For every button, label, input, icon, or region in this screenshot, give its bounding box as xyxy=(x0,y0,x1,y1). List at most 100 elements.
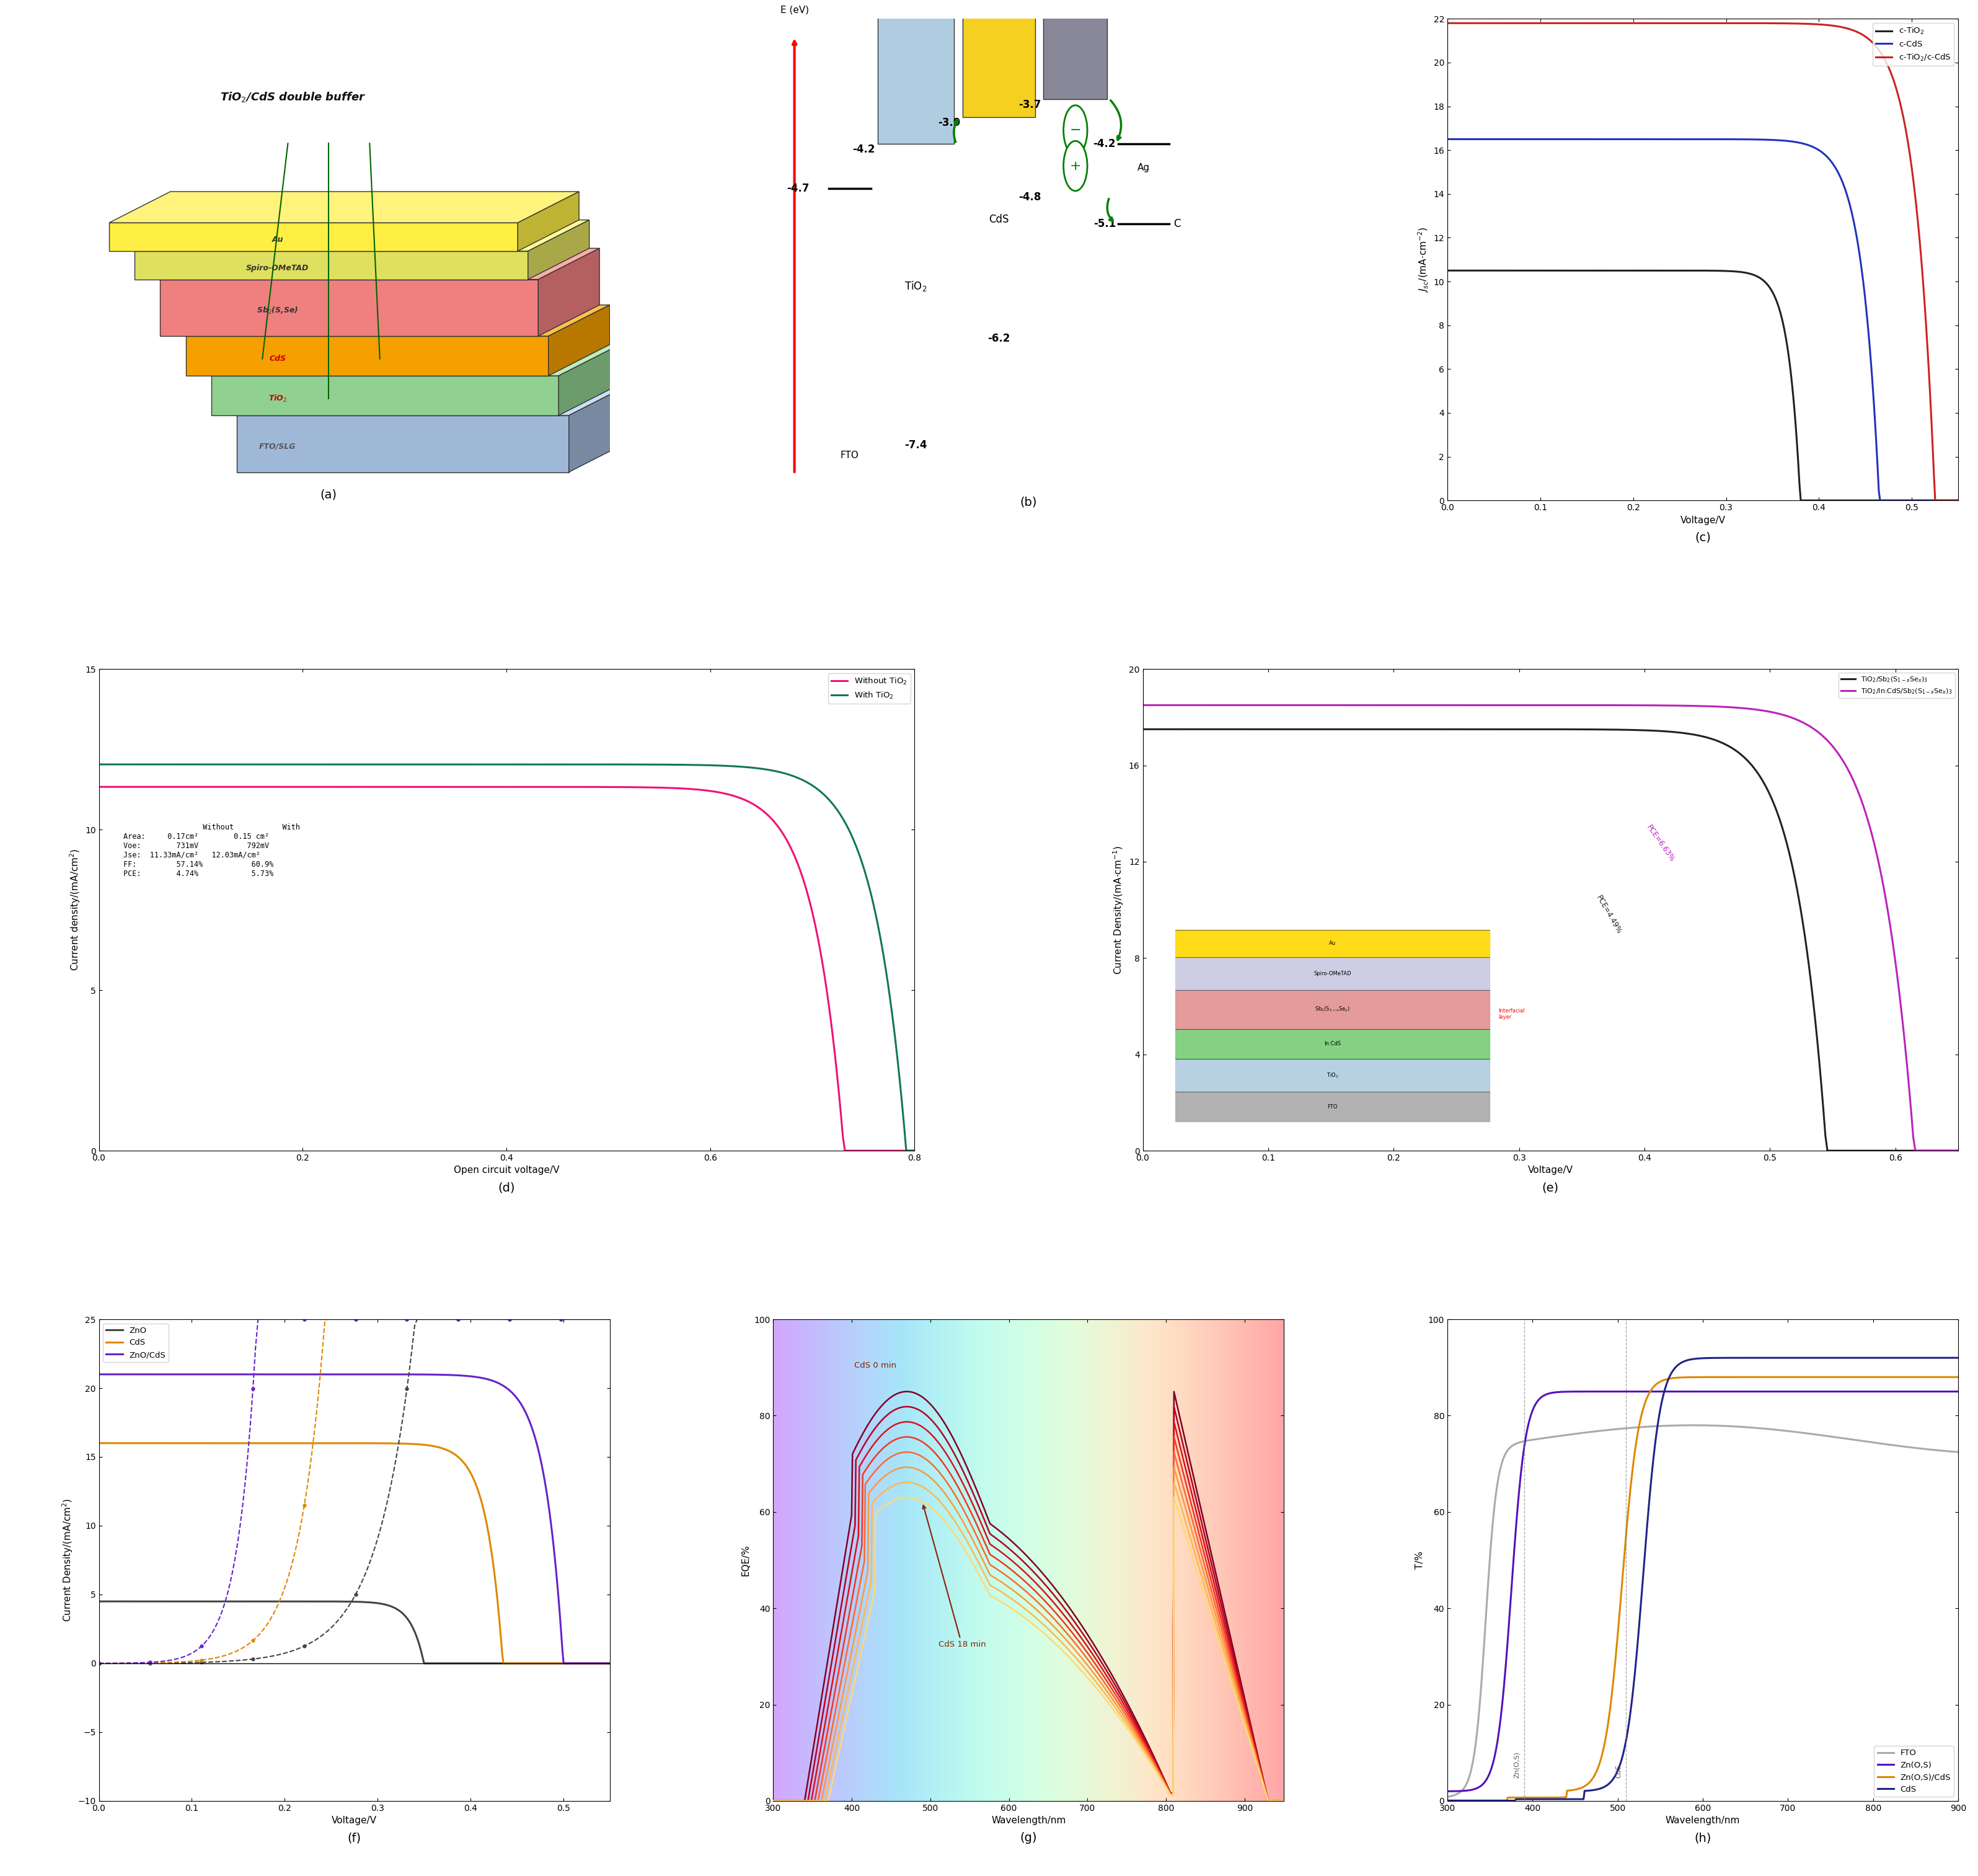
Text: E (eV): E (eV) xyxy=(779,6,809,15)
Line: c-TiO$_2$/c-CdS: c-TiO$_2$/c-CdS xyxy=(1448,23,1958,501)
With TiO$_2$ xyxy=(902,1139,926,1161)
FancyBboxPatch shape xyxy=(878,0,953,144)
TiO$_2$/Sb$_2$(S$_{1-x}$Se$_x$)$_3$ xyxy=(1454,719,1478,741)
c-CdS xyxy=(1602,128,1626,150)
Line: c-TiO$_2$: c-TiO$_2$ xyxy=(1448,270,1958,501)
TiO$_2$/Sb$_2$(S$_{1-x}$Se$_x$)$_3$ xyxy=(1131,719,1155,741)
Without TiO$_2$ xyxy=(599,777,623,799)
ZnO xyxy=(148,1591,172,1613)
Polygon shape xyxy=(558,345,619,415)
Polygon shape xyxy=(135,251,528,280)
ZnO xyxy=(289,1591,313,1613)
Circle shape xyxy=(1064,141,1088,191)
Polygon shape xyxy=(548,306,609,375)
Text: -3.9: -3.9 xyxy=(938,116,961,128)
c-TiO$_2$/c-CdS xyxy=(1602,11,1626,34)
Text: -5.1: -5.1 xyxy=(1094,218,1116,229)
Y-axis label: EQE/%: EQE/% xyxy=(742,1544,750,1576)
c-TiO$_2$ xyxy=(1808,490,1832,512)
Without TiO$_2$ xyxy=(186,775,210,797)
CdS xyxy=(253,1431,277,1454)
X-axis label: Open circuit voltage/V: Open circuit voltage/V xyxy=(453,1165,560,1174)
CdS xyxy=(459,1461,483,1484)
c-TiO$_2$/c-CdS xyxy=(1638,11,1662,34)
With TiO$_2$ xyxy=(186,752,210,775)
Text: Au: Au xyxy=(271,236,283,244)
Text: Spiro-OMeTAD: Spiro-OMeTAD xyxy=(247,265,309,272)
Y-axis label: Current Density/(mA/cm$^2$): Current Density/(mA/cm$^2$) xyxy=(61,1499,75,1623)
Text: (g): (g) xyxy=(1021,1833,1036,1844)
Text: PCE=4.49%: PCE=4.49% xyxy=(1594,895,1624,936)
Text: -4.7: -4.7 xyxy=(787,182,809,193)
Text: -6.2: -6.2 xyxy=(987,332,1011,343)
Text: (f): (f) xyxy=(348,1833,362,1844)
ZnO/CdS xyxy=(289,1364,313,1386)
Text: -4.8: -4.8 xyxy=(1019,191,1040,203)
c-CdS xyxy=(1869,490,1893,512)
c-TiO$_2$/c-CdS xyxy=(1804,13,1828,36)
Zn(O,S) xyxy=(1855,1381,1879,1403)
Polygon shape xyxy=(186,336,548,375)
c-TiO$_2$ xyxy=(1638,259,1662,281)
CdS xyxy=(1677,1349,1701,1371)
c-CdS xyxy=(1946,490,1970,512)
c-CdS xyxy=(1436,128,1460,150)
Text: FTO: FTO xyxy=(841,450,858,460)
Without TiO$_2$ xyxy=(87,775,111,797)
TiO$_2$/In:CdS/Sb$_2$(S$_{1-x}$Se$_x$)$_3$ xyxy=(1131,694,1155,717)
FTO xyxy=(1713,1415,1737,1437)
With TiO$_2$ xyxy=(599,752,623,775)
X-axis label: Voltage/V: Voltage/V xyxy=(332,1816,378,1825)
FancyBboxPatch shape xyxy=(963,0,1034,116)
TiO$_2$/In:CdS/Sb$_2$(S$_{1-x}$Se$_x$)$_3$ xyxy=(1903,1139,1927,1161)
Y-axis label: Current density/(mA/cm$^2$): Current density/(mA/cm$^2$) xyxy=(67,848,81,972)
Text: (e): (e) xyxy=(1543,1182,1559,1193)
c-CdS xyxy=(1806,139,1830,161)
c-TiO$_2$ xyxy=(1788,490,1812,512)
c-CdS xyxy=(1804,137,1828,159)
CdS xyxy=(1853,1347,1877,1369)
Text: (d): (d) xyxy=(498,1182,514,1193)
Text: −: − xyxy=(1070,124,1082,137)
Zn(O,S) xyxy=(1436,1780,1460,1803)
Line: TiO$_2$/Sb$_2$(S$_{1-x}$Se$_x$)$_3$: TiO$_2$/Sb$_2$(S$_{1-x}$Se$_x$)$_3$ xyxy=(1143,730,1958,1150)
CdS xyxy=(1946,1347,1970,1369)
Polygon shape xyxy=(528,219,589,280)
Polygon shape xyxy=(518,191,580,251)
Zn(O,S) xyxy=(1934,1381,1958,1403)
Legend: TiO$_2$/Sb$_2$(S$_{1-x}$Se$_x$)$_3$, TiO$_2$/In:CdS/Sb$_2$(S$_{1-x}$Se$_x$)$_3$: TiO$_2$/Sb$_2$(S$_{1-x}$Se$_x$)$_3$, TiO… xyxy=(1840,672,1954,698)
With TiO$_2$ xyxy=(87,752,111,775)
FTO xyxy=(1855,1430,1879,1452)
Line: Without TiO$_2$: Without TiO$_2$ xyxy=(99,786,914,1150)
X-axis label: Wavelength/nm: Wavelength/nm xyxy=(1665,1816,1741,1825)
CdS xyxy=(87,1431,111,1454)
Polygon shape xyxy=(135,219,589,251)
Legend: FTO, Zn(O,S), Zn(O,S)/CdS, CdS: FTO, Zn(O,S), Zn(O,S)/CdS, CdS xyxy=(1875,1747,1954,1797)
c-TiO$_2$/c-CdS xyxy=(1497,11,1521,34)
Line: TiO$_2$/In:CdS/Sb$_2$(S$_{1-x}$Se$_x$)$_3$: TiO$_2$/In:CdS/Sb$_2$(S$_{1-x}$Se$_x$)$_… xyxy=(1143,705,1958,1150)
Text: (h): (h) xyxy=(1695,1833,1711,1844)
TiO$_2$/Sb$_2$(S$_{1-x}$Se$_x$)$_3$ xyxy=(1946,1139,1970,1161)
TiO$_2$/Sb$_2$(S$_{1-x}$Se$_x$)$_3$ xyxy=(1228,719,1252,741)
c-TiO$_2$ xyxy=(1497,259,1521,281)
Text: -4.2: -4.2 xyxy=(1094,139,1116,150)
Legend: Without TiO$_2$, With TiO$_2$: Without TiO$_2$, With TiO$_2$ xyxy=(829,673,910,704)
Polygon shape xyxy=(109,191,580,223)
With TiO$_2$ xyxy=(676,754,700,777)
Y-axis label: Current Density/(mA$\cdot$cm$^{-1}$): Current Density/(mA$\cdot$cm$^{-1}$) xyxy=(1112,846,1125,974)
Line: ZnO/CdS: ZnO/CdS xyxy=(99,1375,609,1664)
TiO$_2$/In:CdS/Sb$_2$(S$_{1-x}$Se$_x$)$_3$ xyxy=(1719,696,1743,719)
FTO xyxy=(1677,1415,1701,1437)
CdS xyxy=(289,1431,313,1454)
Text: Without           With
Area:     0.17cm²        0.15 cm²
Voe:        731mV      : Without With Area: 0.17cm² 0.15 cm² Voe:… xyxy=(123,824,301,878)
ZnO xyxy=(407,1636,431,1658)
Zn(O,S)/CdS xyxy=(1677,1366,1701,1388)
Text: -4.2: -4.2 xyxy=(853,144,876,156)
Text: Sb$_2$(S$_x$Se$_{1-x}$): Sb$_2$(S$_x$Se$_{1-x}$) xyxy=(1050,143,1100,154)
ZnO xyxy=(457,1653,481,1675)
FTO xyxy=(1946,1441,1970,1463)
Text: Ag: Ag xyxy=(1137,163,1149,173)
X-axis label: Voltage/V: Voltage/V xyxy=(1679,516,1725,525)
Polygon shape xyxy=(160,280,538,336)
CdS xyxy=(493,1653,516,1675)
